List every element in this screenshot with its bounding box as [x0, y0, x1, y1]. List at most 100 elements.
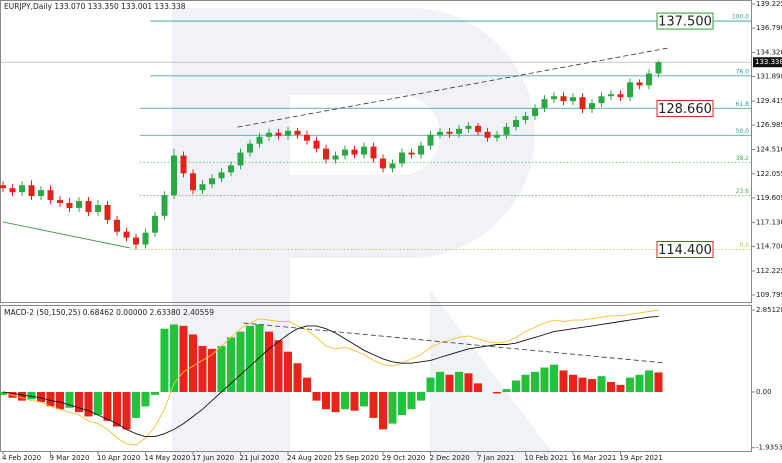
histogram-bar: [236, 331, 245, 393]
histogram-bar: [198, 345, 207, 393]
histogram-bar: [407, 392, 416, 410]
histogram-bar: [559, 370, 568, 393]
histogram-bar: [27, 392, 36, 400]
histogram-bar: [274, 340, 283, 393]
histogram-bar: [103, 392, 112, 421]
histogram-bar: [113, 392, 122, 427]
y-tick-label: 129.415: [756, 97, 782, 105]
histogram-bar: [246, 325, 255, 393]
candle-body: [256, 136, 263, 144]
macd-title: MACD-2 (50,150,25) 0.68462 0.00000 2.633…: [4, 308, 214, 317]
histogram-bar: [426, 377, 435, 393]
x-tick-label: 4 Feb 2020: [2, 454, 41, 462]
candle-body: [133, 237, 140, 245]
histogram-bar: [531, 371, 540, 393]
candle-body: [598, 96, 605, 104]
candle-body: [313, 140, 320, 149]
histogram-bar: [436, 371, 445, 393]
y-tick-label: 0.00: [756, 388, 772, 396]
x-tick-label: 16 Mar 2021: [572, 454, 616, 462]
histogram-bar: [493, 392, 502, 394]
x-tick-label: 10 Feb 2021: [525, 454, 569, 462]
candle-body: [0, 185, 7, 189]
histogram-bar: [635, 374, 644, 393]
histogram-bar: [417, 392, 426, 401]
y-tick-label: 126.985: [756, 121, 782, 129]
candle-body: [418, 145, 425, 155]
histogram-bar: [141, 392, 150, 407]
histogram-bar: [208, 348, 217, 393]
histogram-bar: [616, 384, 625, 393]
candle-body: [275, 132, 282, 136]
x-tick-label: 7 Jan 2021: [477, 454, 515, 462]
candle-body: [361, 146, 368, 155]
candle-body: [617, 94, 624, 98]
y-tick-label: 109.795: [756, 291, 782, 299]
candle-body: [427, 134, 434, 146]
candle-body: [123, 231, 130, 238]
histogram-bar: [578, 377, 587, 393]
candle-body: [646, 73, 653, 86]
histogram-bar: [398, 392, 407, 416]
candle-body: [351, 149, 358, 155]
candle-body: [323, 148, 330, 160]
histogram-bar: [170, 324, 179, 393]
candle-body: [152, 215, 159, 233]
histogram-bar: [550, 364, 559, 393]
candle-body: [389, 163, 396, 169]
candle-body: [237, 152, 244, 166]
histogram-bar: [512, 380, 521, 393]
candle-body: [484, 131, 491, 138]
candle-body: [161, 195, 168, 216]
candle-body: [408, 152, 415, 155]
candle-body: [636, 82, 643, 86]
candle-body: [85, 201, 92, 212]
histogram-bar: [502, 389, 511, 393]
price-box: 137.500: [656, 12, 714, 30]
candle-body: [228, 165, 235, 173]
price-box-label: 137.500: [658, 15, 712, 30]
macd-panel: [0, 305, 752, 452]
histogram-bar: [189, 334, 198, 393]
candle-body: [294, 130, 301, 135]
histogram-bar: [540, 367, 549, 393]
histogram-bar: [217, 345, 226, 393]
histogram-bar: [588, 379, 597, 393]
histogram-bar: [322, 392, 331, 410]
candle-body: [19, 185, 26, 193]
histogram-bar: [464, 373, 473, 393]
histogram-bar: [388, 392, 397, 424]
candle-body: [47, 190, 54, 201]
x-tick-label: 9 Mar 2020: [50, 454, 90, 462]
histogram-bar: [179, 325, 188, 393]
histogram-bar: [94, 392, 103, 416]
candle-body: [57, 200, 64, 204]
macd-line: [2, 315, 659, 438]
histogram-bar: [46, 392, 55, 407]
candle-body: [114, 219, 121, 232]
candle-body: [475, 125, 482, 132]
histogram-bar: [455, 371, 464, 393]
x-tick-label: 10 Apr 2020: [97, 454, 140, 462]
histogram-bar: [293, 363, 302, 393]
x-tick-label: 2 Dec 2020: [430, 454, 470, 462]
candle-body: [608, 94, 615, 97]
trend-line: [237, 47, 669, 128]
histogram-bar: [341, 392, 350, 410]
candle-body: [541, 99, 548, 109]
y-tick-label: 131.890: [756, 73, 782, 81]
histogram-bar: [597, 376, 606, 393]
histogram-bar: [569, 374, 578, 393]
y-tick-label: 124.510: [756, 146, 782, 154]
candle-body: [209, 178, 216, 185]
candle-body: [532, 108, 539, 116]
candle-body: [627, 82, 634, 98]
histogram-bar: [312, 392, 321, 401]
y-tick-label: 122.055: [756, 170, 782, 178]
y-tick-label: 136.790: [756, 24, 782, 32]
macd-line: [2, 309, 659, 446]
histogram-bar: [360, 392, 369, 407]
candle-body: [465, 125, 472, 129]
last-price-box: [753, 57, 782, 68]
